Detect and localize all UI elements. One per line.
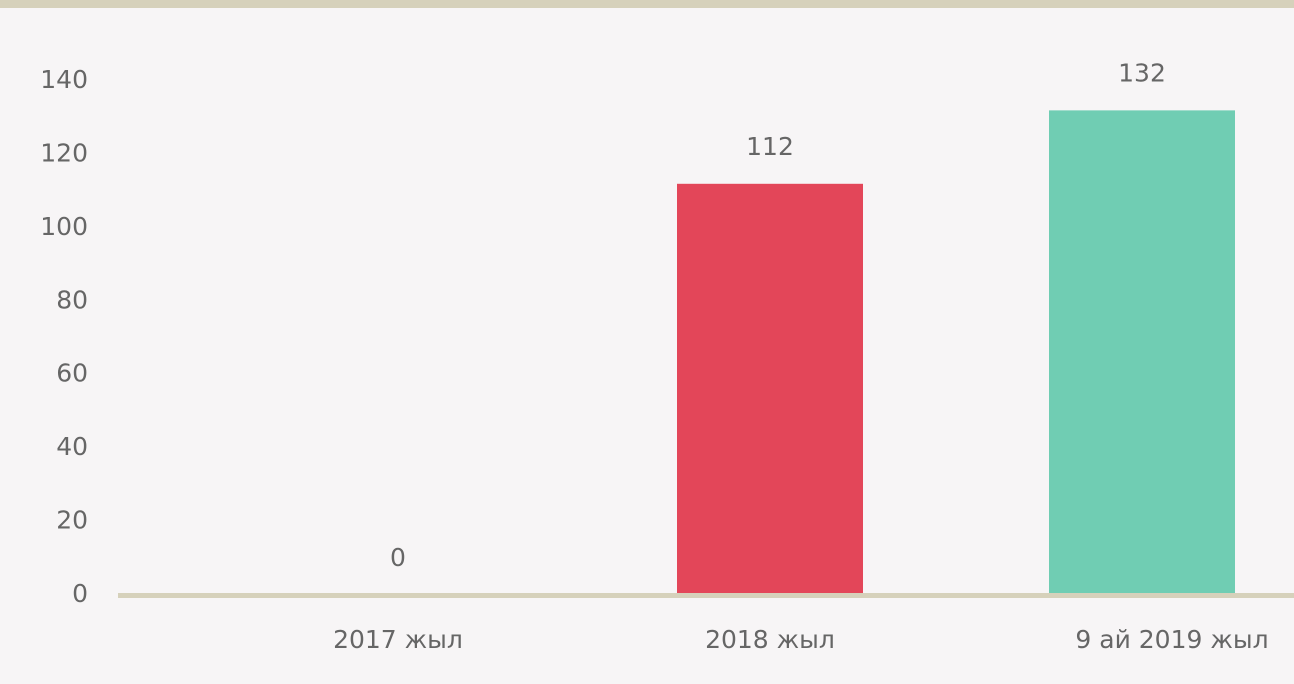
- top-band: [0, 0, 1294, 8]
- value-label: 112: [746, 132, 794, 161]
- y-tick-label: 120: [40, 138, 88, 167]
- y-tick-label: 60: [56, 359, 88, 388]
- y-tick-label: 100: [40, 212, 88, 241]
- y-tick-label: 0: [72, 579, 88, 608]
- x-tick-label: 9 ай 2019 жыл: [1075, 625, 1268, 654]
- y-tick-label: 20: [56, 506, 88, 535]
- value-label: 132: [1118, 58, 1166, 87]
- y-tick-label: 140: [40, 65, 88, 94]
- value-label: 0: [390, 543, 406, 572]
- x-tick-label: 2017 жыл: [333, 625, 463, 654]
- x-tick-label: 2018 жыл: [705, 625, 835, 654]
- y-tick-label: 80: [56, 285, 88, 314]
- bar: [677, 183, 863, 596]
- bar: [1049, 110, 1235, 595]
- x-axis-line: [118, 593, 1294, 598]
- y-tick-label: 40: [56, 432, 88, 461]
